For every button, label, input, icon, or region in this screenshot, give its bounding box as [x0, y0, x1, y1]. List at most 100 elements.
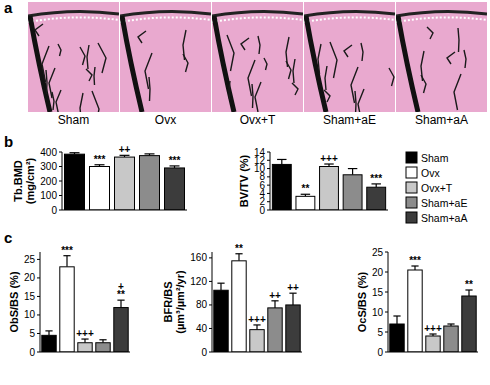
- cortex: [398, 16, 418, 112]
- trabecula: [355, 91, 356, 112]
- y-tick: [385, 292, 388, 293]
- y-tick: [385, 352, 388, 353]
- y-tick: [209, 352, 212, 353]
- image-label: Ovx+T: [240, 113, 276, 127]
- plot-area: [272, 159, 385, 210]
- error-bar: [396, 316, 397, 324]
- trabecula: [358, 89, 364, 112]
- y-tick-label: 0: [29, 347, 35, 358]
- y-tick: [267, 160, 270, 161]
- error-bar: [48, 331, 49, 335]
- y-axis-label: BFR/BS: [162, 282, 174, 323]
- bar-chart: ***++***0100200300400Tb.BMD(mg/cm²): [12, 144, 187, 215]
- trabecula: [351, 67, 358, 103]
- trabecula: [318, 44, 321, 74]
- error-cap: [45, 330, 52, 331]
- bar: [114, 308, 128, 352]
- image-content: [120, 2, 211, 112]
- significance: ***: [409, 255, 421, 266]
- significance: ++: [119, 144, 131, 155]
- trabecula: [183, 30, 186, 60]
- y-axis: [40, 252, 41, 352]
- error-bar: [292, 293, 293, 305]
- trabecula: [42, 46, 49, 82]
- y-tick: [385, 332, 388, 333]
- y-tick-label: 200: [40, 176, 57, 187]
- trabecula: [241, 38, 249, 50]
- y-tick-label: 14: [254, 147, 266, 158]
- bar: [296, 196, 315, 210]
- cortex: [214, 16, 234, 112]
- y-axis-label: BV/TV (%): [238, 154, 250, 207]
- trabecula: [80, 93, 83, 112]
- panel-label: a: [4, 0, 13, 16]
- legend-swatch: [406, 212, 417, 223]
- y-tick-label: 160: [190, 252, 207, 263]
- error-cap: [99, 339, 106, 340]
- bar: [90, 167, 110, 211]
- legend-swatch: [406, 152, 417, 163]
- trabecula: [149, 77, 150, 101]
- bar: [272, 164, 291, 210]
- image-label: Ovx: [155, 113, 176, 127]
- significance: **: [465, 279, 473, 290]
- bar: [462, 296, 476, 352]
- error-bar: [256, 325, 257, 330]
- bar: [78, 343, 92, 352]
- error-bar: [281, 159, 282, 164]
- bar: [426, 336, 440, 352]
- x-axis: [270, 210, 388, 211]
- y-tick-label: 120: [190, 276, 207, 287]
- significance: ++: [269, 290, 281, 301]
- trabecula: [138, 31, 146, 43]
- y-tick-label: 5: [377, 327, 383, 338]
- trabecula: [52, 92, 54, 110]
- y-tick: [267, 152, 270, 153]
- growth-plate-edge: [396, 17, 487, 22]
- bar: [286, 305, 300, 352]
- y-tick: [267, 185, 270, 186]
- y-tick-label: 10: [24, 309, 36, 320]
- growth-plate-edge: [28, 17, 119, 22]
- trabecula: [264, 58, 267, 70]
- legend-label: Sham+aE: [421, 197, 467, 209]
- image-label: Sham+aA: [415, 113, 468, 127]
- y-tick-label: 10: [372, 307, 384, 318]
- y-tick: [37, 352, 40, 353]
- trabecula: [421, 51, 424, 81]
- trabecula: [464, 50, 466, 68]
- y-tick-label: 300: [40, 161, 57, 172]
- tissue-bg: [28, 2, 119, 112]
- y-tick: [209, 304, 212, 305]
- cortex: [30, 16, 50, 112]
- x-axis: [40, 352, 130, 353]
- y-tick: [209, 257, 212, 258]
- growth-plate-edge: [212, 17, 303, 22]
- trabecula: [98, 43, 106, 73]
- significance: ***: [370, 173, 382, 184]
- significance: **: [302, 183, 310, 194]
- y-tick-label: 80: [196, 299, 208, 310]
- trabecula: [87, 45, 89, 69]
- y-axis-label: ObS/BS (%): [8, 271, 20, 332]
- histology-image: [396, 2, 487, 112]
- y-tick-label: 15: [372, 287, 384, 298]
- trabecula: [56, 90, 61, 112]
- significance: +: [118, 281, 124, 292]
- y-axis-label: Tb.BMD: [12, 160, 24, 202]
- growth-plate: [28, 11, 119, 16]
- trabecula: [389, 68, 394, 86]
- growth-plate: [396, 11, 487, 16]
- bar: [232, 261, 246, 352]
- growth-plate-edge: [304, 17, 395, 22]
- y-tick: [267, 193, 270, 194]
- trabecula: [458, 28, 459, 52]
- y-tick-label: 0: [201, 347, 207, 358]
- legend: ShamOvxOvx+TSham+aESham+aA: [406, 152, 467, 224]
- y-tick: [209, 281, 212, 282]
- y-tick: [385, 252, 388, 253]
- image-content: [396, 2, 487, 112]
- trabecula: [344, 45, 352, 57]
- error-cap: [217, 283, 224, 284]
- cortex: [122, 16, 142, 112]
